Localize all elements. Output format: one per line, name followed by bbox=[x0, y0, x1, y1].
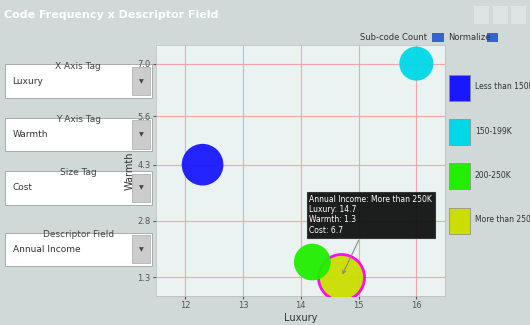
Bar bbox=[449, 75, 470, 101]
Text: Cost: Cost bbox=[13, 183, 32, 192]
Text: More than 250K: More than 250K bbox=[475, 215, 530, 224]
Text: Normalize: Normalize bbox=[448, 33, 490, 42]
FancyBboxPatch shape bbox=[132, 174, 150, 202]
Point bbox=[308, 259, 316, 265]
Text: Size Tag: Size Tag bbox=[60, 168, 96, 177]
Y-axis label: Warmth: Warmth bbox=[125, 151, 135, 189]
Text: ▼: ▼ bbox=[139, 132, 144, 137]
Text: Less than 150K: Less than 150K bbox=[475, 82, 530, 91]
FancyBboxPatch shape bbox=[132, 235, 150, 263]
Bar bbox=[449, 163, 470, 189]
Text: Warmth: Warmth bbox=[13, 130, 48, 139]
Text: 150-199K: 150-199K bbox=[475, 126, 511, 136]
Point bbox=[412, 61, 421, 66]
Point bbox=[198, 162, 207, 167]
Text: ▼: ▼ bbox=[139, 185, 144, 190]
Text: X Axis Tag: X Axis Tag bbox=[55, 62, 101, 71]
Text: 200-250K: 200-250K bbox=[475, 171, 511, 180]
Text: Sub-code Count: Sub-code Count bbox=[360, 33, 427, 42]
Point bbox=[337, 274, 346, 280]
FancyBboxPatch shape bbox=[132, 67, 150, 95]
Text: Annual Income: More than 250K
Luxury: 14.7
Warmth: 1.3
Cost: 6.7: Annual Income: More than 250K Luxury: 14… bbox=[310, 195, 432, 273]
Bar bbox=[487, 33, 498, 42]
Bar bbox=[449, 119, 470, 145]
Text: Luxury: Luxury bbox=[13, 77, 43, 86]
X-axis label: Luxury: Luxury bbox=[284, 313, 317, 323]
FancyBboxPatch shape bbox=[132, 121, 150, 149]
Text: Annual Income: Annual Income bbox=[13, 245, 80, 254]
Text: ▼: ▼ bbox=[139, 247, 144, 252]
Bar bbox=[493, 6, 508, 24]
FancyBboxPatch shape bbox=[5, 118, 152, 151]
Bar bbox=[474, 6, 489, 24]
FancyBboxPatch shape bbox=[5, 64, 152, 98]
FancyBboxPatch shape bbox=[5, 233, 152, 266]
Text: Descriptor Field: Descriptor Field bbox=[42, 230, 114, 239]
Text: ▼: ▼ bbox=[139, 79, 144, 84]
Text: Code Frequency x Descriptor Field: Code Frequency x Descriptor Field bbox=[4, 10, 218, 20]
FancyBboxPatch shape bbox=[5, 171, 152, 204]
Bar bbox=[511, 6, 526, 24]
Bar bbox=[432, 33, 444, 42]
Text: Y Axis Tag: Y Axis Tag bbox=[56, 115, 101, 124]
Bar bbox=[449, 208, 470, 234]
